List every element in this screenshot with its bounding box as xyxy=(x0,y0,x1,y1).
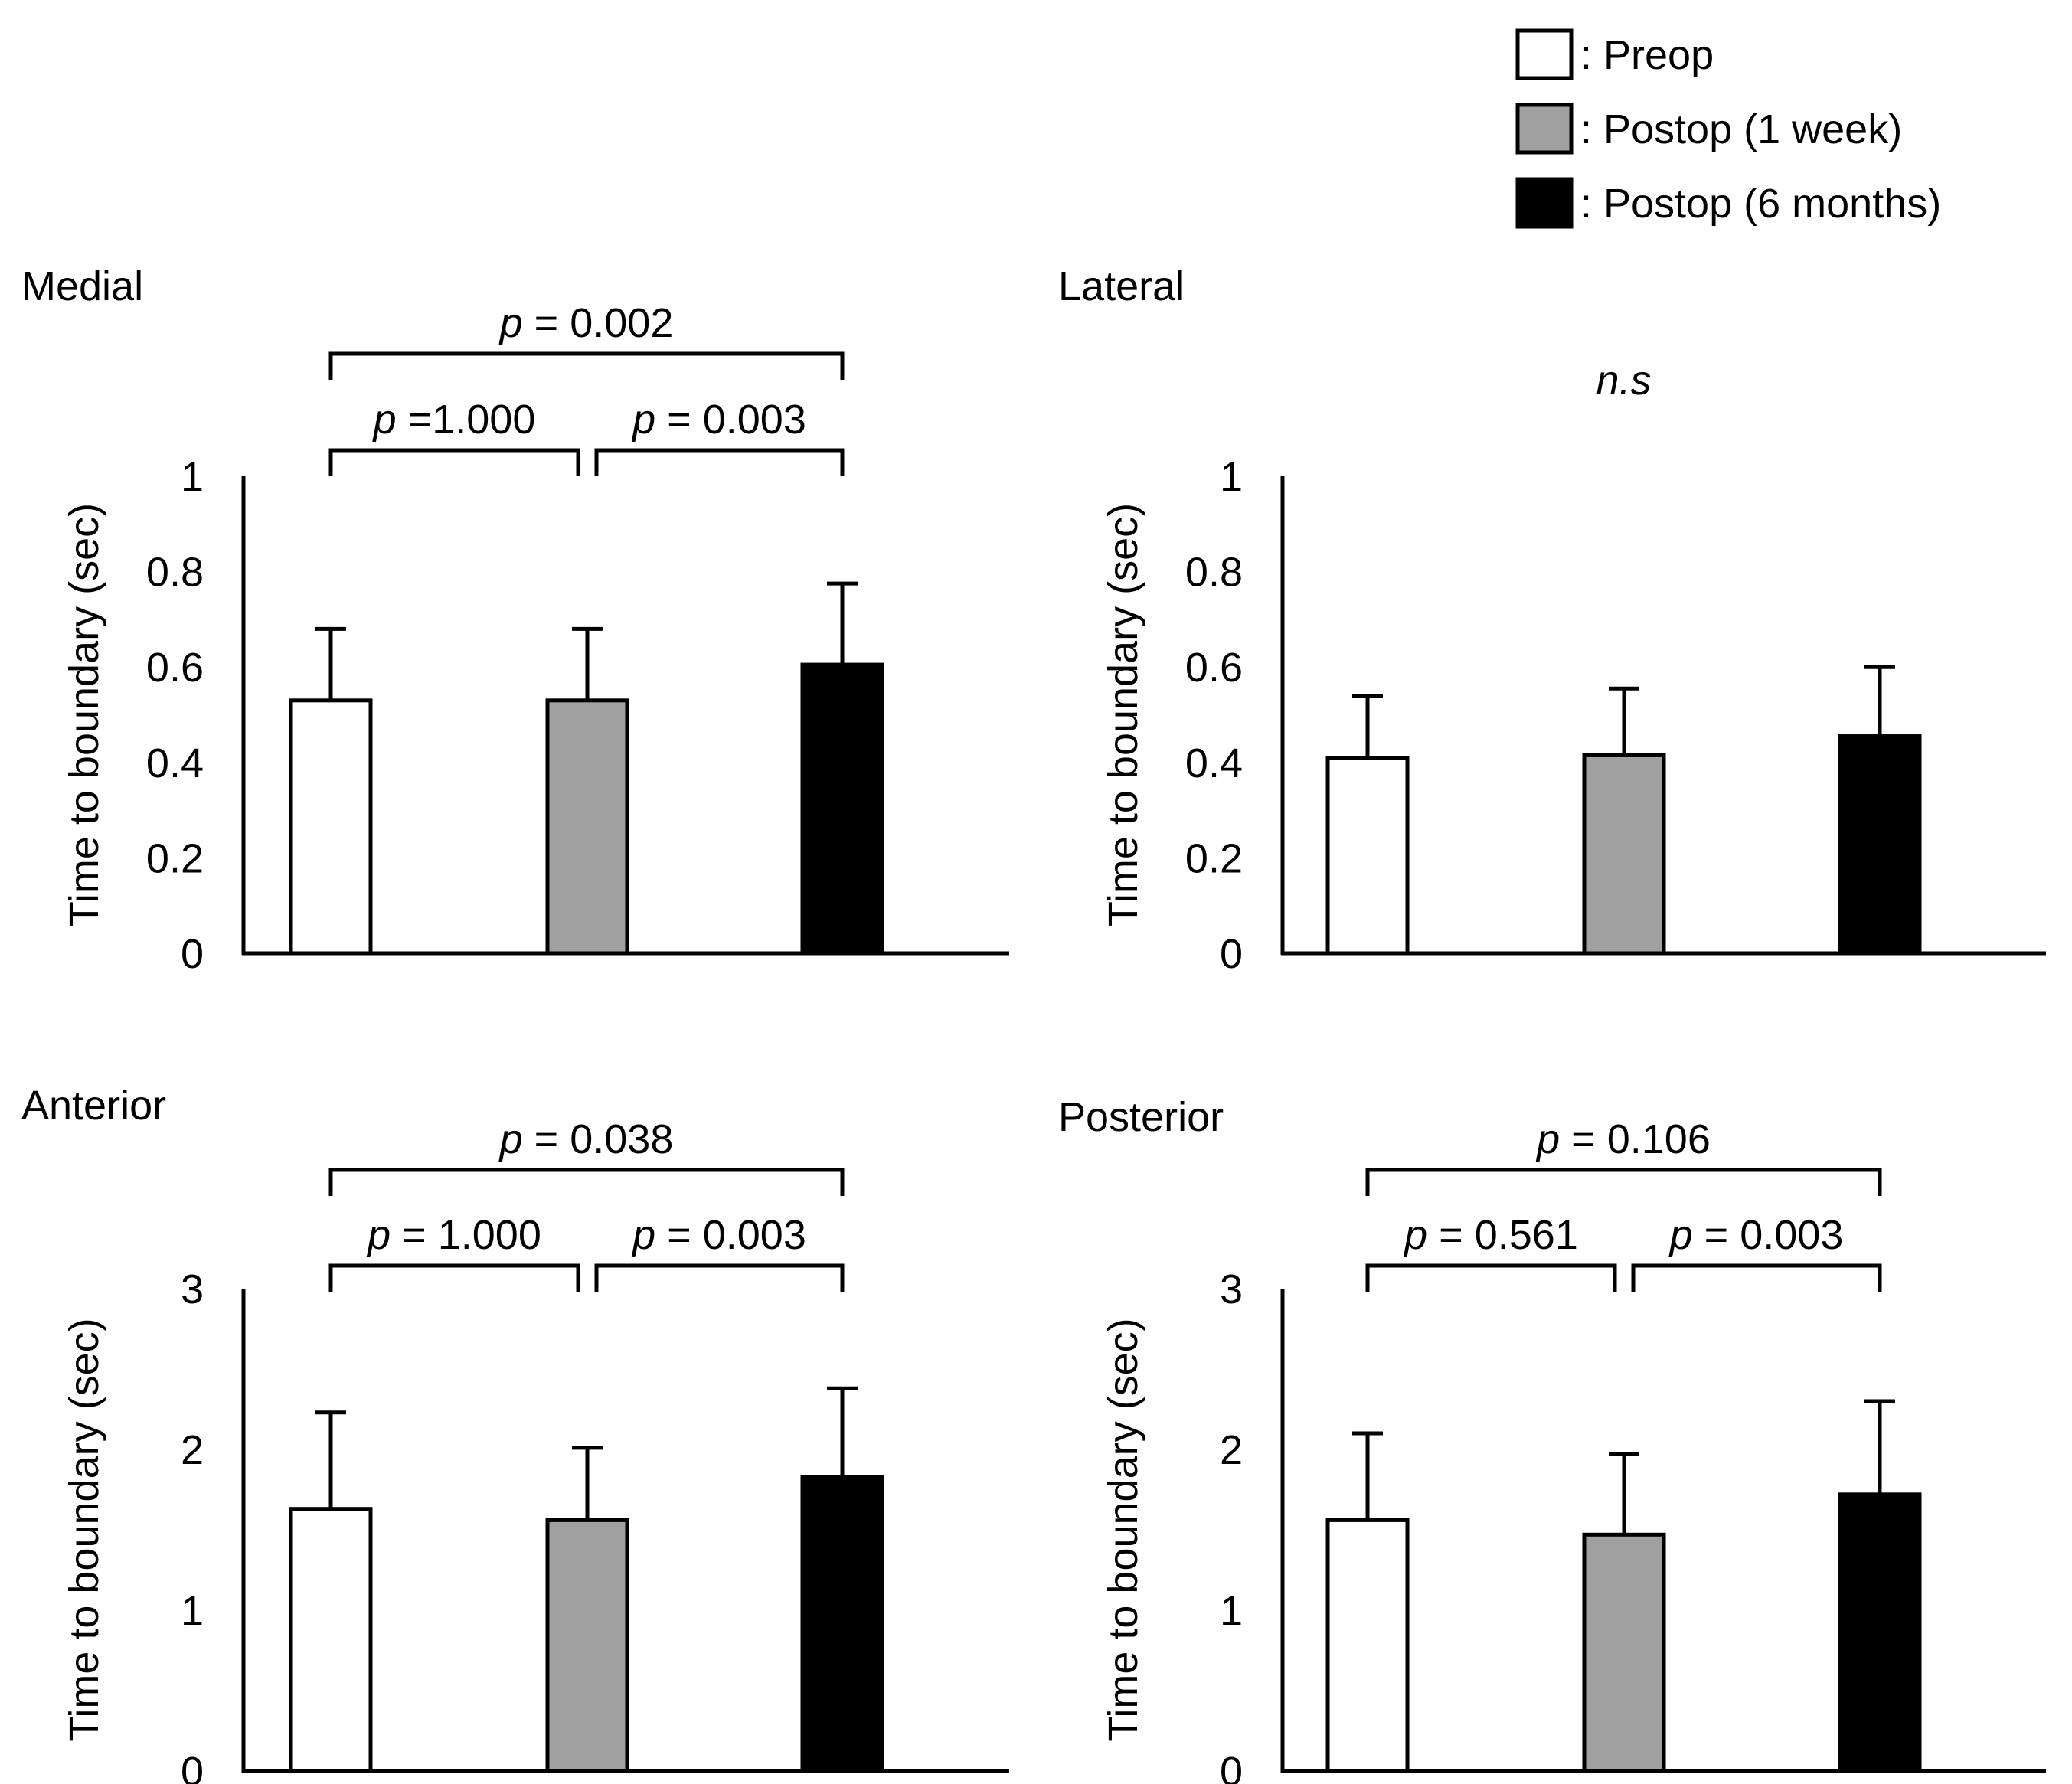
p-symbol: p xyxy=(1535,1116,1560,1162)
chart-panel-anterior: Anterior Time to boundary (sec) 0 1 2 3 p = 0.… xyxy=(21,1083,1009,1784)
p-value: = 1.000 xyxy=(391,1212,541,1258)
y-tick-label: 3 xyxy=(1220,1266,1243,1312)
p-symbol: p xyxy=(1668,1212,1693,1258)
significance-bracket xyxy=(594,1263,845,1292)
y-tick-label: 2 xyxy=(181,1427,204,1473)
y-tick-label: 0.6 xyxy=(1185,645,1243,691)
significance-bracket xyxy=(328,1168,845,1196)
bar xyxy=(289,698,373,956)
legend-entry: : Postop (6 months) xyxy=(1515,177,1941,229)
significance-bracket xyxy=(1631,1263,1882,1292)
p-symbol: p xyxy=(366,1212,391,1258)
y-tick-label: 1 xyxy=(1220,454,1243,500)
y-axis-label: Time to boundary (sec) xyxy=(1100,503,1146,926)
p-value-label: p = 0.038 xyxy=(498,1116,674,1162)
p-value-label: p = 1.000 xyxy=(366,1212,541,1258)
bar xyxy=(800,662,884,956)
chart-panel-medial: Medial Time to boundary (sec) 0 0.2 0.4 0.6 0.… xyxy=(21,263,1009,977)
p-value: = 0.561 xyxy=(1427,1212,1578,1258)
p-symbol: p xyxy=(631,397,655,443)
legend-entry: : Postop (1 week) xyxy=(1515,103,1902,155)
p-symbol: p xyxy=(498,300,523,346)
p-symbol: p xyxy=(631,1212,655,1258)
p-value-label: p = 0.561 xyxy=(1403,1212,1578,1258)
y-axis-label: Time to boundary (sec) xyxy=(1100,1318,1146,1741)
y-tick-label: 1 xyxy=(181,454,204,500)
significance-bracket xyxy=(328,448,580,476)
bar xyxy=(545,698,629,956)
legend-swatch xyxy=(1515,28,1574,80)
bar xyxy=(800,1475,884,1773)
legend-label: : Postop (1 week) xyxy=(1580,106,1902,152)
chart-panels: Medial Time to boundary (sec) 0 0.2 0.4 0.6 0.… xyxy=(21,263,2046,1784)
y-tick-label: 0.2 xyxy=(146,835,204,881)
bar xyxy=(1838,734,1922,956)
legend: : Preop : Postop (1 week) : Postop (6 mont… xyxy=(1515,28,1941,229)
bar xyxy=(545,1518,629,1773)
y-tick-label: 0 xyxy=(181,1749,204,1784)
bar xyxy=(1325,1518,1410,1773)
y-tick-label: 1 xyxy=(1220,1588,1243,1634)
p-value-label: p = 0.003 xyxy=(631,1212,806,1258)
legend-label: : Preop xyxy=(1580,32,1714,78)
p-value: = 0.003 xyxy=(1693,1212,1844,1258)
y-tick-label: 0 xyxy=(1220,931,1243,977)
p-symbol: p xyxy=(1403,1212,1427,1258)
significance-bracket xyxy=(1365,1263,1617,1292)
legend-entry: : Preop xyxy=(1515,28,1714,80)
chart-panel-lateral: Lateral Time to boundary (sec) 0 0.2 0.4 0.6 0… xyxy=(1058,263,2046,977)
p-value-label: p = 0.002 xyxy=(498,300,674,346)
p-symbol: p xyxy=(498,1116,523,1162)
chart-title: Medial xyxy=(21,263,143,309)
p-value-label: p = 0.106 xyxy=(1535,1116,1711,1162)
bar xyxy=(289,1507,373,1773)
y-tick-label: 0.4 xyxy=(146,740,204,786)
significance-bracket xyxy=(328,1263,580,1292)
y-axis-label: Time to boundary (sec) xyxy=(61,1318,107,1741)
chart-title: Anterior xyxy=(21,1083,166,1129)
p-value-label: p = 0.003 xyxy=(631,397,806,443)
legend-swatch xyxy=(1515,103,1574,155)
y-tick-label: 1 xyxy=(181,1588,204,1634)
y-tick-label: 0.6 xyxy=(146,645,204,691)
p-value: = 0.003 xyxy=(655,1212,806,1258)
p-value-label: p =1.000 xyxy=(372,397,536,443)
y-axis-label: Time to boundary (sec) xyxy=(61,503,107,926)
p-value: = 0.002 xyxy=(523,300,674,346)
p-value: =1.000 xyxy=(397,397,536,443)
p-value-label: p = 0.003 xyxy=(1668,1212,1844,1258)
p-value: = 0.106 xyxy=(1560,1116,1711,1162)
p-value: = 0.003 xyxy=(655,397,806,443)
chart-title: Posterior xyxy=(1058,1094,1224,1140)
significance-bracket xyxy=(328,351,845,380)
y-tick-label: 0.4 xyxy=(1185,740,1243,786)
y-tick-label: 0.8 xyxy=(1185,550,1243,596)
y-tick-label: 0.8 xyxy=(146,550,204,596)
bar xyxy=(1838,1492,1922,1773)
legend-swatch xyxy=(1515,177,1574,229)
legend-label: : Postop (6 months) xyxy=(1580,181,1941,227)
p-symbol: p xyxy=(372,397,397,443)
y-tick-label: 0 xyxy=(1220,1749,1243,1784)
chart-panel-posterior: Posterior Time to boundary (sec) 0 1 2 3 p = 0… xyxy=(1058,1094,2046,1784)
p-value: = 0.038 xyxy=(523,1116,674,1162)
chart-title: Lateral xyxy=(1058,263,1185,309)
y-tick-label: 0 xyxy=(181,931,204,977)
y-tick-label: 2 xyxy=(1220,1427,1243,1473)
bar xyxy=(1325,756,1410,956)
bar xyxy=(1582,753,1666,956)
y-tick-label: 3 xyxy=(181,1266,204,1312)
significance-note: n.s xyxy=(1596,358,1651,404)
significance-bracket xyxy=(594,448,845,476)
bar xyxy=(1582,1532,1666,1773)
y-tick-label: 0.2 xyxy=(1185,835,1243,881)
significance-bracket xyxy=(1365,1168,1882,1196)
